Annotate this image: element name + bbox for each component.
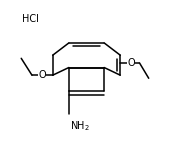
Text: O: O — [127, 58, 135, 68]
Text: O: O — [38, 70, 46, 80]
Text: NH$_2$: NH$_2$ — [70, 119, 90, 133]
Text: HCl: HCl — [22, 14, 39, 24]
